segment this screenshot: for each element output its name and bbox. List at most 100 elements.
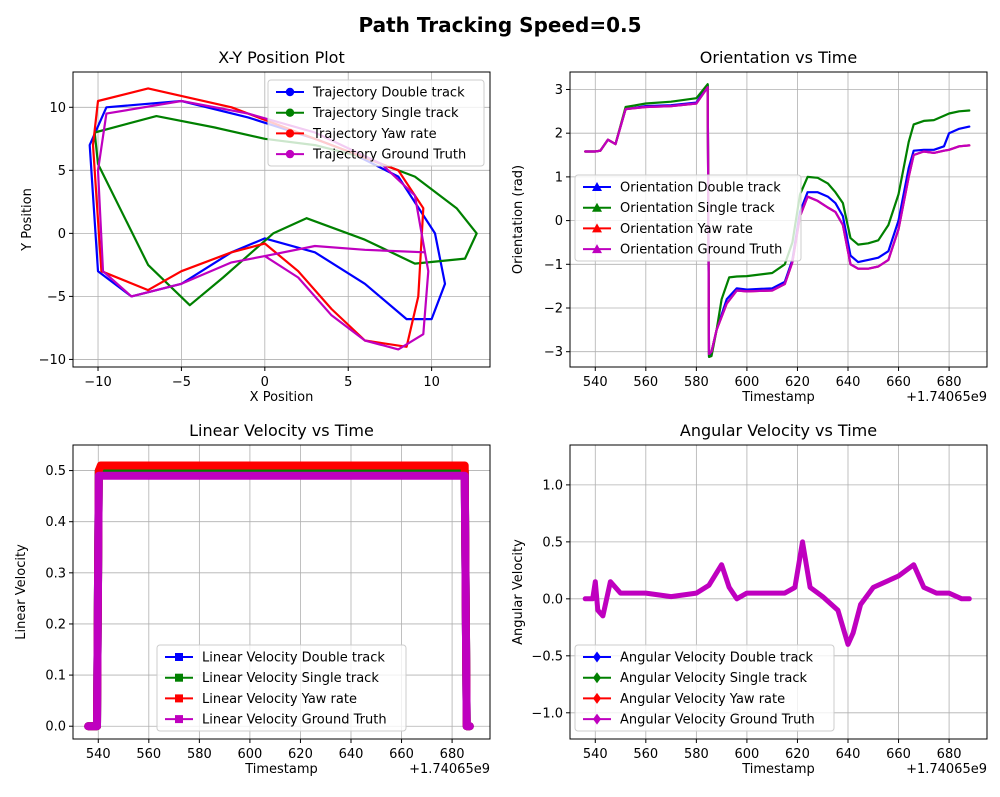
y-axis-label: Orientation (rad): [511, 165, 526, 274]
legend-label: Angular Velocity Yaw rate: [620, 692, 785, 707]
x-tick-label: 660: [389, 747, 414, 762]
x-tick-label: 0: [261, 375, 269, 390]
legend-label: Orientation Yaw rate: [620, 222, 753, 237]
x-tick-label: 680: [937, 747, 962, 762]
y-tick-label: 0.5: [542, 535, 563, 550]
x-tick-label: 620: [785, 747, 810, 762]
x-tick-label: 660: [886, 375, 911, 390]
legend-label: Linear Velocity Yaw rate: [202, 692, 357, 707]
subplot-title: Linear Velocity vs Time: [189, 421, 374, 440]
x-tick-label: 600: [237, 747, 262, 762]
y-tick-label: 0: [58, 227, 66, 242]
legend-label: Orientation Ground Truth: [620, 243, 782, 258]
legend-label: Trajectory Single track: [312, 106, 459, 121]
legend: Orientation Double track Orientation Sing…: [574, 174, 802, 262]
legend-marker: [593, 692, 601, 704]
legend-marker: [593, 651, 601, 663]
x-tick-label: 540: [583, 747, 608, 762]
x-tick-label: 580: [684, 375, 709, 390]
x-axis-label: Timestamp: [741, 762, 815, 777]
y-tick-label: 0.0: [45, 720, 66, 735]
legend-label: Angular Velocity Double track: [620, 651, 814, 666]
y-tick-label: 0.3: [45, 566, 66, 581]
x-tick-label: 540: [86, 747, 111, 762]
legend-box: [574, 174, 802, 262]
x-tick-label: 680: [440, 747, 465, 762]
x-tick-label: 10: [423, 375, 440, 390]
x-tick-label: 560: [136, 747, 161, 762]
y-tick-label: −10: [39, 353, 66, 368]
legend-marker: [592, 182, 602, 191]
legend-marker: [175, 715, 183, 724]
series-line: [582, 539, 972, 647]
y-tick-label: 10: [49, 101, 66, 116]
y-tick-label: 5: [58, 164, 66, 179]
x-tick-label: 560: [633, 747, 658, 762]
x-axis-offset-label: +1.74065e9: [906, 762, 987, 777]
axes-frame: [569, 444, 988, 740]
subplot-3: 540 560 580 600 620 640 660 680 0.0 0.1 0.2 0.3 0.4 0…: [14, 421, 491, 777]
subplot-title: Angular Velocity vs Time: [680, 421, 877, 440]
legend-box: [267, 79, 485, 167]
y-tick-label: 1.0: [542, 478, 563, 493]
x-axis-label: X Position: [250, 390, 314, 405]
series-line: [84, 471, 474, 731]
y-axis-label: Angular Velocity: [511, 539, 526, 645]
legend-label: Angular Velocity Single track: [620, 671, 807, 686]
x-tick-label: 580: [684, 747, 709, 762]
y-tick-label: −2: [544, 302, 563, 317]
y-tick-label: −0.5: [531, 649, 563, 664]
y-tick-label: −1: [544, 258, 563, 273]
legend-label: Orientation Single track: [620, 201, 775, 216]
y-tick-label: 2: [555, 127, 563, 142]
y-tick-label: −5: [47, 290, 66, 305]
x-tick-label: 640: [339, 747, 364, 762]
series-group: [582, 539, 972, 647]
legend-box: [156, 644, 407, 732]
x-tick-label: 660: [886, 747, 911, 762]
legend-label: Linear Velocity Double track: [202, 651, 385, 666]
x-axis-offset-label: +1.74065e9: [409, 762, 490, 777]
legend-marker: [285, 108, 295, 117]
legend-marker: [592, 202, 602, 212]
x-tick-label: 580: [187, 747, 212, 762]
legend-label: Linear Velocity Single track: [202, 671, 379, 686]
y-tick-label: 0.4: [45, 515, 66, 530]
x-axis-label: Timestamp: [741, 390, 815, 405]
y-tick-label: 0.5: [45, 464, 66, 479]
legend-marker: [592, 223, 602, 233]
subplot-title: X-Y Position Plot: [218, 48, 344, 67]
x-tick-label: 5: [344, 375, 352, 390]
legend-label: Trajectory Yaw rate: [312, 127, 437, 142]
legend-marker: [592, 244, 602, 254]
y-tick-label: 0.2: [45, 617, 66, 632]
y-tick-label: −1.0: [531, 706, 563, 721]
legend-marker: [593, 713, 601, 725]
y-tick-label: 0: [555, 214, 563, 229]
series-line: [93, 114, 478, 307]
legend-label: Angular Velocity Ground Truth: [620, 713, 815, 728]
legend-marker: [175, 694, 183, 703]
subplot-title: Orientation vs Time: [700, 48, 857, 67]
subplot-1: −10 −5 0 5 10 −10 −5 0 5 10 X-Y Position Plot X Pos…: [20, 48, 491, 405]
x-tick-label: 560: [633, 375, 658, 390]
legend-marker: [285, 129, 295, 138]
legend-marker: [593, 672, 601, 684]
subplot-2: 540 560 580 600 620 640 660 680 −3 −2 −1 0 1 2 3 Orient…: [511, 48, 988, 405]
y-tick-label: 3: [555, 83, 563, 98]
legend: Angular Velocity Double track Angular Vel…: [574, 644, 835, 732]
x-axis-offset-label: +1.74065e9: [906, 390, 987, 405]
x-tick-label: 620: [785, 375, 810, 390]
legend-marker: [285, 87, 295, 97]
x-tick-label: 540: [583, 375, 608, 390]
x-tick-label: 640: [836, 375, 861, 390]
x-tick-label: 620: [288, 747, 313, 762]
legend: Trajectory Double track Trajectory Single…: [267, 79, 485, 167]
y-tick-label: 0.0: [542, 592, 563, 607]
x-tick-label: 600: [734, 375, 759, 390]
x-tick-label: 680: [937, 375, 962, 390]
x-tick-label: −5: [172, 375, 191, 390]
legend-marker: [285, 149, 295, 159]
x-tick-label: 600: [734, 747, 759, 762]
